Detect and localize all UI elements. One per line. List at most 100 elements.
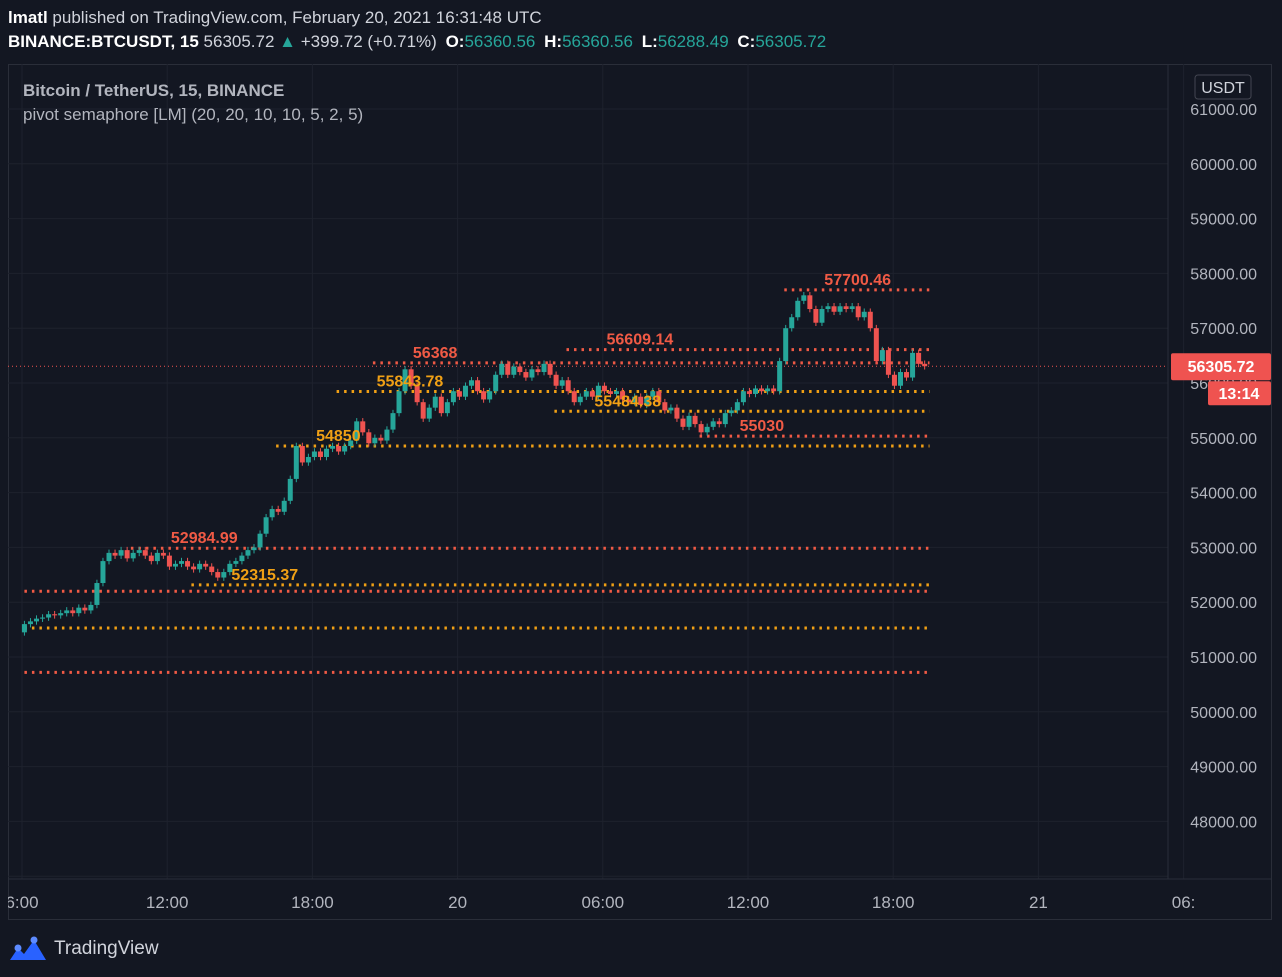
candle-body — [378, 437, 384, 441]
price-tick-label: 57000.00 — [1190, 321, 1257, 338]
candle-body — [456, 391, 462, 397]
series-title[interactable]: Bitcoin / TetherUS, 15, BINANCE — [23, 81, 285, 100]
last-price-tag: 56305.72 13:14 — [1171, 353, 1271, 406]
price-tick-label: 50000.00 — [1190, 705, 1257, 722]
price-tick-label: 61000.00 — [1190, 102, 1257, 119]
candle-body — [311, 451, 317, 457]
candle-body — [124, 550, 130, 559]
candle-body — [94, 583, 100, 605]
candle-body — [493, 374, 499, 392]
candle-body — [148, 555, 154, 562]
candle-body — [873, 328, 879, 362]
candle-body — [861, 311, 867, 318]
candle-body — [444, 402, 450, 414]
symbol-label[interactable]: BINANCE:BTCUSDT, 15 — [8, 32, 199, 51]
price-tick-label: 55000.00 — [1190, 431, 1257, 448]
price-tick-label: 48000.00 — [1190, 814, 1257, 831]
candle-body — [342, 446, 348, 452]
candle-body — [595, 385, 601, 397]
candle-body — [674, 407, 680, 419]
candle-body — [317, 451, 323, 457]
close-value: 56305.72 — [755, 32, 827, 51]
pivot-label: 57700.46 — [824, 272, 891, 289]
candle-body — [438, 396, 444, 414]
open-value: 56360.56 — [464, 32, 536, 51]
price-chart[interactable]: 57700.46 56609.14 56368 55030 52984.99 55843.… — [8, 64, 1272, 920]
tradingview-brand[interactable]: TradingView — [8, 936, 159, 962]
pivot-label: 55030 — [740, 418, 785, 435]
publish-info: published on TradingView.com, February 2… — [52, 8, 542, 27]
pivot-label: 56609.14 — [607, 332, 674, 349]
time-tick-label: 20 — [448, 893, 467, 912]
candle-body — [390, 413, 396, 430]
candle-body — [517, 366, 523, 373]
candle-body — [783, 328, 789, 362]
candle-body — [499, 363, 505, 375]
candle-body — [58, 613, 64, 616]
candle-body — [837, 306, 843, 312]
candle-body — [692, 415, 698, 425]
candle-body — [106, 552, 112, 562]
candle-body — [366, 432, 372, 444]
candle-body — [589, 391, 595, 397]
candle-body — [469, 380, 475, 386]
candle-body — [662, 402, 668, 411]
candle-body — [203, 563, 209, 567]
candle-body — [64, 610, 70, 614]
candle-body — [34, 618, 40, 622]
candle-body — [752, 388, 758, 394]
open-label: O: — [445, 32, 465, 51]
price-axis: 48000.00 49000.00 50000.00 51000.00 52000.00… — [1190, 102, 1257, 831]
candle-body — [450, 391, 456, 403]
time-tick-label: 6:00 — [8, 893, 39, 912]
candle-body — [740, 391, 746, 403]
candle-body — [620, 391, 626, 400]
candle-body — [734, 402, 740, 411]
time-tick-label: 12:00 — [146, 893, 189, 912]
candle-body — [275, 509, 281, 512]
candle-body — [481, 391, 487, 400]
time-tick-label: 06: — [1172, 893, 1196, 912]
author-name[interactable]: lmatl — [8, 8, 48, 27]
price-tick-label: 59000.00 — [1190, 212, 1257, 229]
price-tick-label: 58000.00 — [1190, 266, 1257, 283]
candle-body — [571, 391, 577, 403]
candle-body — [88, 604, 94, 611]
candlesticks — [21, 292, 928, 636]
indicator-title[interactable]: pivot semaphore [LM] (20, 20, 10, 10, 5,… — [23, 105, 364, 124]
candle-body — [626, 399, 632, 403]
pivot-labels: 57700.46 56609.14 56368 55030 52984.99 55843.… — [171, 272, 891, 584]
candle-body — [185, 561, 191, 567]
candle-body — [601, 385, 607, 392]
candle-body — [801, 295, 807, 301]
brand-name: TradingView — [54, 938, 159, 959]
chart-frame — [8, 64, 1272, 920]
candle-body — [130, 552, 136, 559]
price-tick-label: 53000.00 — [1190, 540, 1257, 557]
candle-body — [922, 363, 928, 367]
candle-body — [239, 555, 245, 562]
high-label: H: — [544, 32, 563, 51]
pivot-label: 55484.38 — [594, 393, 661, 410]
candle-body — [825, 306, 831, 310]
candle-body — [505, 363, 511, 375]
candle-body — [336, 446, 342, 452]
last-price: 56305.72 — [203, 32, 275, 51]
candle-body — [384, 429, 390, 441]
candle-body — [668, 407, 674, 411]
price-tick-label: 54000.00 — [1190, 486, 1257, 503]
candle-body — [52, 614, 58, 616]
candle-body — [420, 402, 426, 419]
candle-body — [656, 391, 662, 403]
price-tick-label: 52000.00 — [1190, 595, 1257, 612]
candle-body — [432, 396, 438, 408]
candle-body — [257, 533, 263, 548]
close-label: C: — [737, 32, 756, 51]
candle-body — [330, 446, 336, 449]
currency-badge[interactable]: USDT — [1194, 74, 1252, 100]
candle-body — [813, 309, 819, 323]
candle-body — [632, 396, 638, 403]
candle-body — [251, 547, 257, 551]
candle-body — [402, 369, 408, 392]
candle-body — [136, 550, 142, 553]
